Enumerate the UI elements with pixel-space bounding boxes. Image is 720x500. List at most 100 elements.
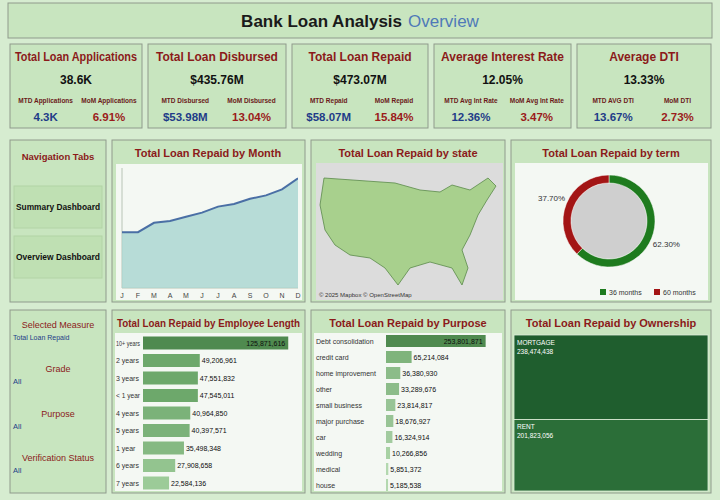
kpi-card	[292, 44, 428, 128]
bar	[386, 415, 393, 427]
kpi-sub-value: 4.3K	[33, 111, 58, 123]
category-label: house	[316, 482, 335, 489]
kpi-sub-value: 13.67%	[594, 111, 633, 123]
kpi-sub-label: MoM Applications	[81, 97, 137, 105]
category-label: small business	[316, 402, 362, 409]
data-label: 253,801,871	[444, 338, 483, 345]
kpi-sub-value: 15.84%	[374, 111, 413, 123]
title-text: Bank Loan Analysis	[241, 12, 402, 31]
kpi-title: Total Loan Applications	[15, 50, 137, 64]
slice	[563, 175, 609, 254]
kpi-value: 38.6K	[60, 73, 92, 87]
title-bar	[8, 3, 712, 38]
category-label: 7 years	[116, 480, 139, 488]
data-label: 40,964,850	[192, 410, 227, 417]
bar	[386, 447, 390, 459]
category-label: credit card	[316, 354, 349, 361]
plot-background	[515, 163, 708, 300]
bar-chart-panel	[311, 310, 505, 493]
kpi-card	[577, 44, 711, 128]
kpi-card	[434, 44, 571, 128]
plot-area	[386, 335, 486, 491]
kpi-card	[148, 44, 286, 128]
data-label: 5,851,372	[390, 466, 421, 473]
kpi-sub-value: 12.36%	[451, 111, 490, 123]
chart-title: Total Loan Repaid by term	[542, 147, 680, 159]
data-label: 65,214,084	[414, 354, 449, 361]
x-tick-label: A	[232, 292, 237, 299]
bar	[386, 351, 412, 363]
navigation-panel	[10, 140, 106, 302]
category-label: medical	[316, 466, 341, 473]
data-label: 47,545,011	[200, 392, 235, 399]
bar	[386, 367, 400, 379]
x-tick-label: J	[200, 292, 204, 299]
kpi-title: Average Interest Rate	[441, 50, 564, 64]
bar	[143, 442, 184, 455]
filter-value[interactable]: All	[13, 466, 22, 475]
nav-tab-label[interactable]: Summary Dashboard	[16, 202, 100, 212]
filter-value[interactable]: All	[13, 377, 22, 386]
line	[122, 178, 298, 232]
data-label: 62.30%	[653, 240, 680, 249]
filter-value[interactable]: All	[13, 422, 22, 431]
map-attribution: © 2025 Mapbox © OpenStreetMap	[319, 292, 412, 298]
x-tick-label: O	[263, 292, 269, 299]
bar	[143, 407, 190, 420]
dashboard: Bank Loan Analysis Overview Total Loan App…	[0, 0, 720, 500]
bar	[143, 459, 175, 472]
plot-area	[143, 337, 288, 490]
plot-background	[116, 164, 302, 300]
bar	[143, 389, 198, 402]
data-label: 27,908,658	[177, 462, 212, 469]
kpi-value: 13.33%	[624, 73, 665, 87]
filter-panel	[10, 310, 106, 493]
data-label: 36,380,930	[402, 370, 437, 377]
data-label: 40,397,571	[192, 427, 227, 434]
nav-tab[interactable]	[14, 186, 102, 228]
kpi-value: $435.76M	[190, 73, 243, 87]
data-label: 5,185,538	[390, 482, 421, 489]
bar-chart-panel	[112, 310, 305, 493]
navigation-title: Navigation Tabs	[22, 151, 95, 162]
bar	[386, 479, 388, 491]
subtitle-text: Overview	[408, 12, 480, 31]
legend-swatch	[600, 289, 606, 295]
area	[122, 178, 298, 288]
nav-tab[interactable]	[14, 236, 102, 278]
kpi-sub-label: MoM Avg Int Rate	[510, 97, 564, 105]
x-tick-label: D	[295, 292, 300, 299]
kpi-card	[10, 44, 142, 128]
nav-tab-label[interactable]: Overview Dashboard	[16, 252, 100, 262]
data-label: 35,498,348	[186, 445, 221, 452]
kpi-sub-label: MoM Disbursed	[227, 97, 275, 104]
data-label: 238,474,438	[517, 348, 554, 355]
treemap-panel	[511, 310, 711, 493]
bar	[386, 399, 395, 411]
category-label: 1 year	[116, 445, 136, 453]
x-tick-label: J	[120, 292, 124, 299]
data-label: 49,206,961	[202, 357, 237, 364]
donut-hole	[571, 183, 647, 259]
kpi-sub-label: MTD Applications	[18, 97, 73, 105]
kpi-value: 12.05%	[482, 73, 523, 87]
category-label: home improvement	[316, 370, 376, 378]
bar	[386, 335, 486, 347]
filter-value: Total Loan Repaid	[13, 334, 70, 342]
category-label: other	[316, 386, 333, 393]
kpi-sub-label: MTD Disbursed	[161, 97, 209, 104]
kpi-sub-label: MTD Avg Int Rate	[444, 97, 498, 105]
chart-title: Total Loan Repaid by Purpose	[329, 317, 486, 329]
x-tick-label: M	[183, 292, 189, 299]
kpi-value: $473.07M	[333, 73, 386, 87]
chart-title: Total Loan Repaid by Month	[135, 147, 282, 159]
map-background	[316, 163, 503, 300]
data-label: 47,551,832	[200, 375, 235, 382]
category-label: 2 years	[116, 357, 139, 365]
chart-title: Total Loan Repaid by state	[338, 147, 477, 159]
x-tick-label: J	[216, 292, 220, 299]
category-label: 5 years	[116, 427, 139, 435]
x-tick-label: S	[248, 292, 253, 299]
kpi-sub-value: 2.73%	[661, 111, 694, 123]
kpi-sub-label: MoM Repaid	[375, 97, 413, 105]
